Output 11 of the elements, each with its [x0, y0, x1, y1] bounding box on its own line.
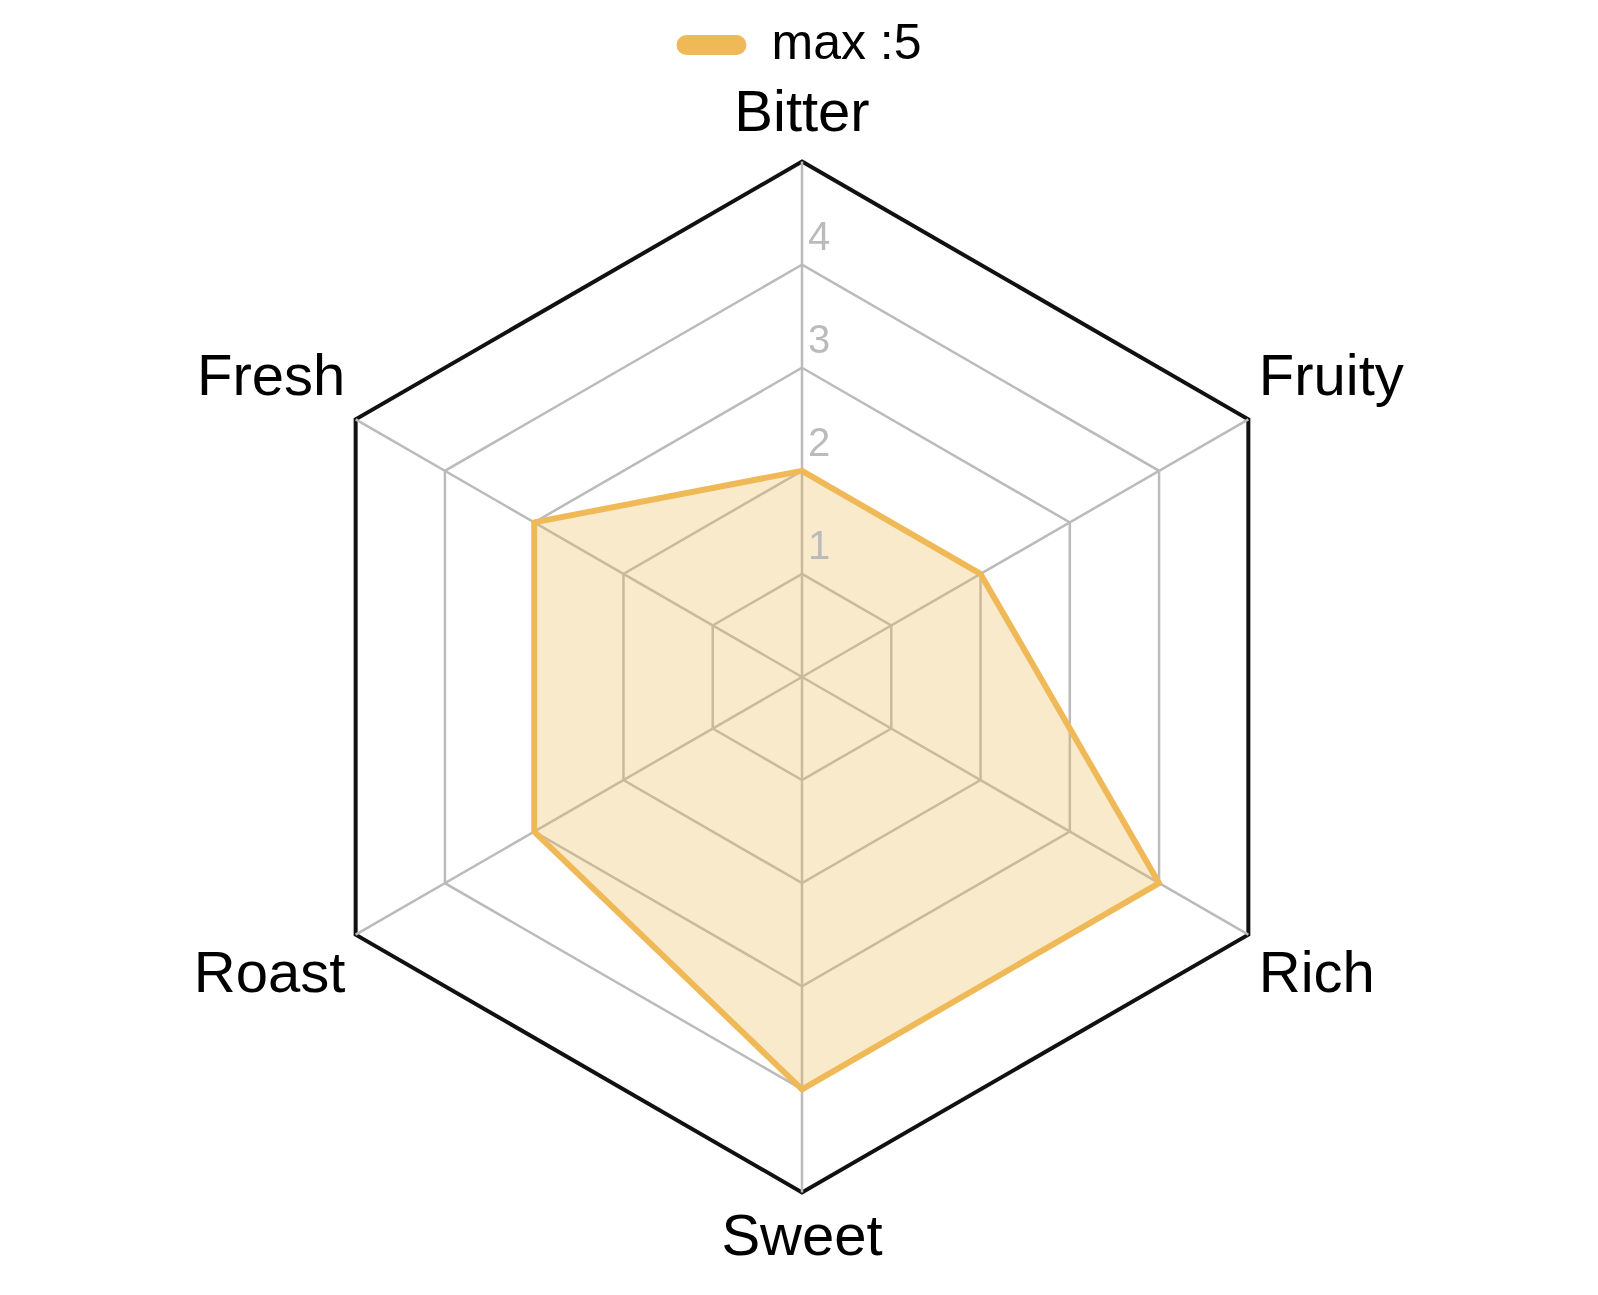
y-tick-label: 3: [808, 316, 831, 361]
y-tick-label: 1: [808, 522, 831, 567]
y-tick-label: 2: [808, 419, 831, 464]
y-tick-label: 4: [808, 213, 831, 258]
spoke-label: Fruity: [1258, 341, 1404, 407]
spoke-label: Fresh: [196, 341, 346, 407]
spoke-label: Bitter: [734, 77, 870, 143]
spoke-label: Rich: [1258, 938, 1375, 1004]
spoke-label: Sweet: [721, 1202, 883, 1268]
legend-label: max :5: [771, 13, 922, 70]
spoke-label: Roast: [193, 938, 346, 1004]
